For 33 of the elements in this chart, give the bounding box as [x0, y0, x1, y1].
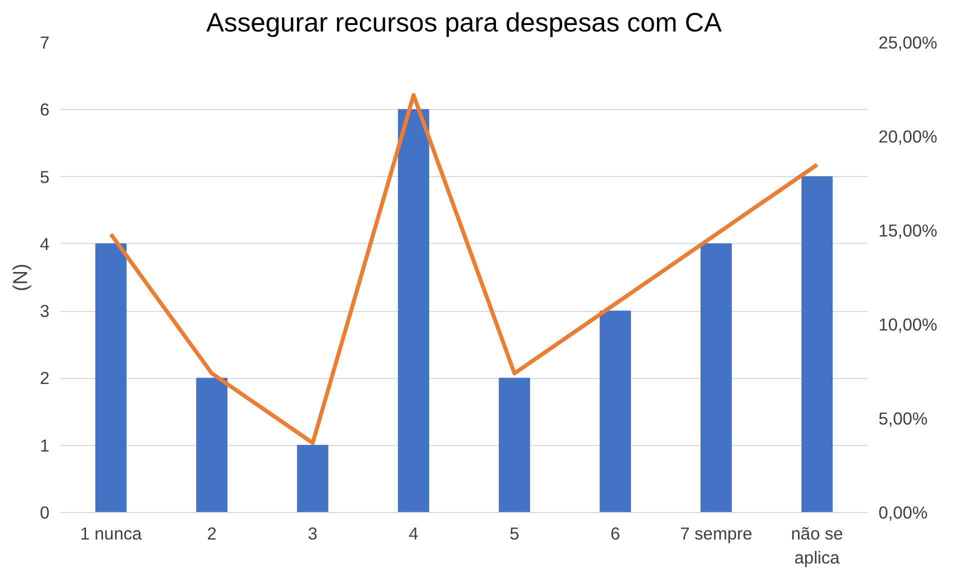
x-tick-label: 5 — [510, 524, 520, 544]
bar — [700, 243, 732, 512]
bar — [297, 444, 328, 512]
bar — [801, 176, 833, 512]
chart-title: Assegurar recursos para despesas com CA — [206, 8, 722, 38]
x-tick-label: 4 — [408, 524, 419, 544]
bar — [398, 109, 430, 512]
y-tick-label: 2 — [40, 368, 50, 388]
x-tick-label: 6 — [610, 524, 620, 544]
bar — [600, 310, 631, 512]
y2-tick-label: 20,00% — [878, 126, 938, 146]
y-tick-label: 6 — [40, 100, 50, 120]
y-tick-label: 0 — [40, 502, 50, 522]
x-tick-label: 3 — [308, 524, 318, 544]
x-tick-label: não se aplica — [791, 524, 844, 568]
bar — [95, 243, 127, 512]
x-tick-label: 1 nunca — [80, 524, 142, 544]
y-tick-label: 5 — [40, 166, 50, 187]
y2-tick-label: 15,00% — [878, 220, 938, 240]
line-series — [108, 93, 820, 445]
y-tick-label: 7 — [40, 32, 50, 52]
bar — [498, 378, 530, 512]
y-tick-label: 3 — [40, 301, 50, 322]
y-tick-label: 1 — [40, 435, 50, 456]
x-tick-label: 7 sempre — [680, 524, 752, 544]
y2-tick-label: 10,00% — [878, 314, 938, 334]
bar — [196, 378, 228, 512]
y-tick-label: 4 — [40, 234, 50, 254]
x-tick-label: 2 — [206, 524, 217, 544]
y-axis-title: (N) — [10, 264, 32, 292]
y2-tick-label: 5,00% — [878, 408, 928, 428]
y2-tick-label: 0,00% — [878, 502, 928, 522]
y2-tick-label: 25,00% — [878, 32, 938, 52]
